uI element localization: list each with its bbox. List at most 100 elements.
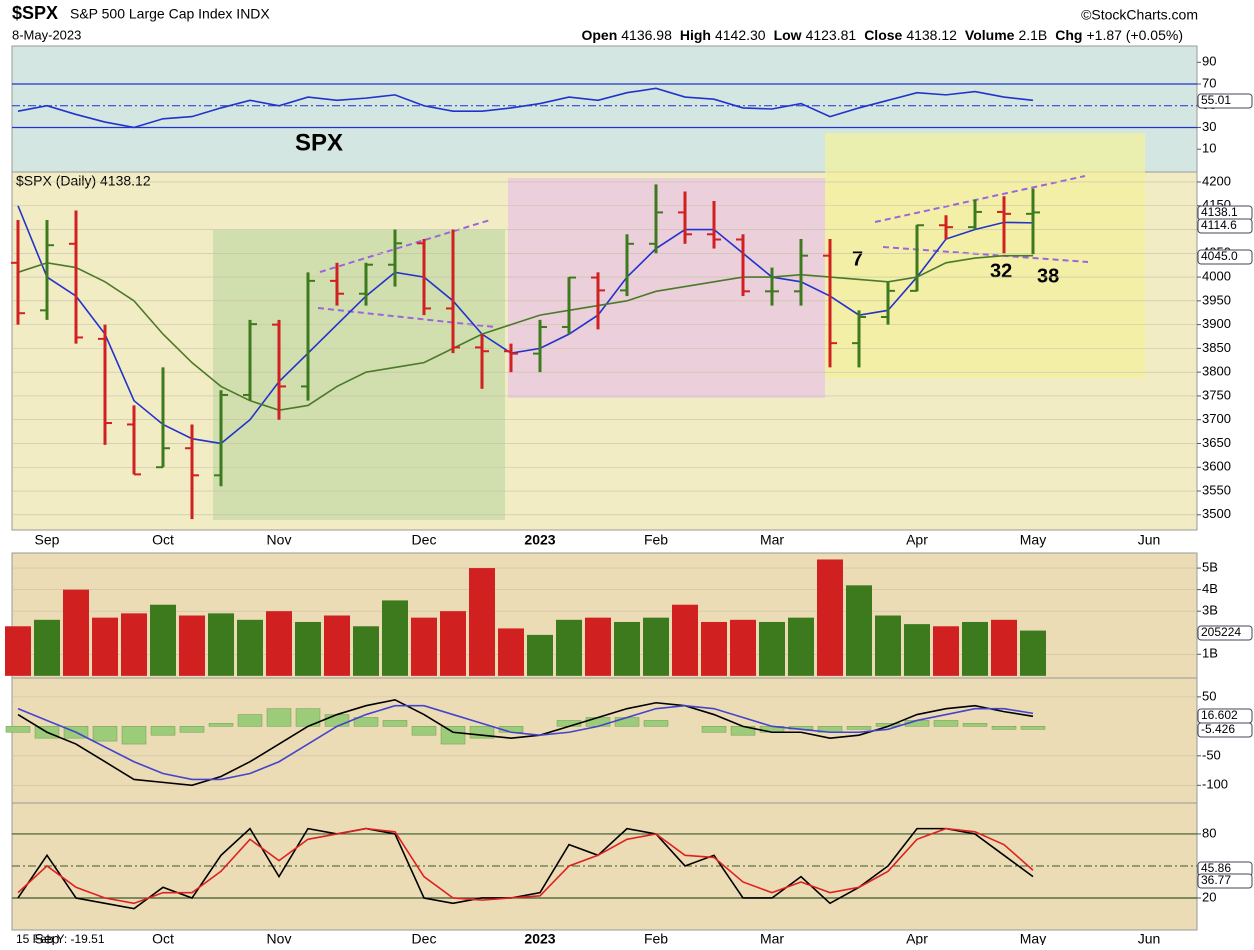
series-line [17,827,1034,905]
x-tick-label: Nov [267,931,292,945]
y-tick-label: 4B [1202,581,1218,596]
volume-bar [295,621,321,676]
value-label: 4138.1 [1201,205,1238,219]
histogram-bar [991,726,1017,730]
value-label-box [1197,625,1253,641]
y-tick-label: -50 [1202,747,1221,762]
y-tick-label: 80 [1202,825,1216,840]
index-name: S&P 500 Large Cap Index INDX [70,6,270,22]
y-tick-label: 1B [1202,646,1218,661]
volume-bar [527,634,553,676]
x-tick-label: May [1020,532,1046,548]
volume-bar [266,611,292,676]
stat-value: 4136.98 [621,27,672,43]
x-tick-label: Nov [267,532,292,548]
histogram-bar [208,723,234,727]
stat-value: 4138.12 [906,27,957,43]
x-tick-label: Oct [152,931,174,945]
x-tick-label: Sep [35,931,60,945]
volume-bar [440,611,466,676]
histogram-bar [440,726,466,745]
y-tick-label: 30 [1202,119,1216,134]
stat-label: Low [774,27,802,43]
histogram-bar [1020,726,1046,730]
value-label: 205224 [1201,625,1241,639]
y-tick-label: 4000 [1202,269,1231,284]
annotation: SPX [295,129,343,156]
histogram-bar [92,726,118,742]
value-label-box [1197,249,1253,265]
x-tick-label: Mar [760,532,784,548]
y-tick-label: 3500 [1202,506,1231,521]
x-tick-label: Apr [906,532,928,548]
value-label: 55.01 [1201,93,1231,107]
y-tick-label: 4200 [1202,173,1231,188]
volume-bar [353,626,379,676]
stoch-panel [11,802,1198,931]
x-tick-label: Dec [412,532,437,548]
histogram-bar [382,720,408,727]
symbol: $SPX [12,3,58,23]
histogram-bar [643,720,669,727]
y-tick-label: 90 [1202,54,1216,69]
histogram-bar [469,726,495,739]
date: 8-May-2023 [12,27,81,42]
volume-bar [991,619,1017,676]
x-tick-label: Feb [644,532,668,548]
value-label-box [1197,873,1253,889]
series-line [17,254,1033,412]
series-line [17,704,1034,781]
volume-bar [237,619,263,676]
y-tick-label: 70 [1202,75,1216,90]
x-tick-label: Sep [35,532,60,548]
stat-label: Chg [1055,27,1082,43]
value-label-box [1197,218,1253,234]
stat-value: +1.87 (+0.05%) [1086,27,1183,43]
volume-bar [179,615,205,676]
annotation: 32 [990,260,1012,282]
histogram-bar [237,714,263,727]
value-label: 4045.0 [1201,249,1238,263]
volume-bar [788,617,814,676]
volume-bar [411,617,437,676]
y-tick-label: 3950 [1202,292,1231,307]
x-tick-label: Jun [1138,931,1161,945]
stats: Open 4136.98 High 4142.30 Low 4123.81 Close 413… [581,27,1183,43]
stat-label: Open [581,27,617,43]
x-tick-label: May [1020,931,1046,945]
volume-bar [63,589,89,676]
volume-bar [121,613,147,676]
y-tick-label: 3700 [1202,411,1231,426]
histogram-bar [614,717,640,727]
volume-bar [382,600,408,676]
value-label: 45.86 [1201,861,1231,875]
value-label: 4114.6 [1201,218,1237,232]
x-tick-label: Mar [760,931,784,945]
volume-bar [5,626,31,676]
volume-bar [759,621,785,676]
histogram-bar [846,726,872,730]
x-tick-label: Oct [152,532,174,548]
volume-bar [34,619,60,676]
value-label-box [1197,93,1253,109]
y-tick-label: 50 [1202,688,1216,703]
histogram-bar [266,708,292,727]
value-label: 16.602 [1201,708,1238,722]
x-tick-label: 2023 [524,532,555,548]
volume-bar [585,617,611,676]
y-tick-label: 10 [1202,141,1216,156]
stat-label: Volume [965,27,1015,43]
y-tick-label: 5B [1202,560,1218,575]
y-tick-label: 3B [1202,603,1218,618]
stat-value: 2.1B [1018,27,1047,43]
volume-bar [92,617,118,676]
x-tick-label: Feb [644,931,668,945]
histogram-bar [701,726,727,733]
volume-bar [498,628,524,676]
histogram-bar [411,726,437,736]
volume-bar [701,621,727,676]
volume-bar [904,624,930,676]
series-line [17,698,1034,787]
